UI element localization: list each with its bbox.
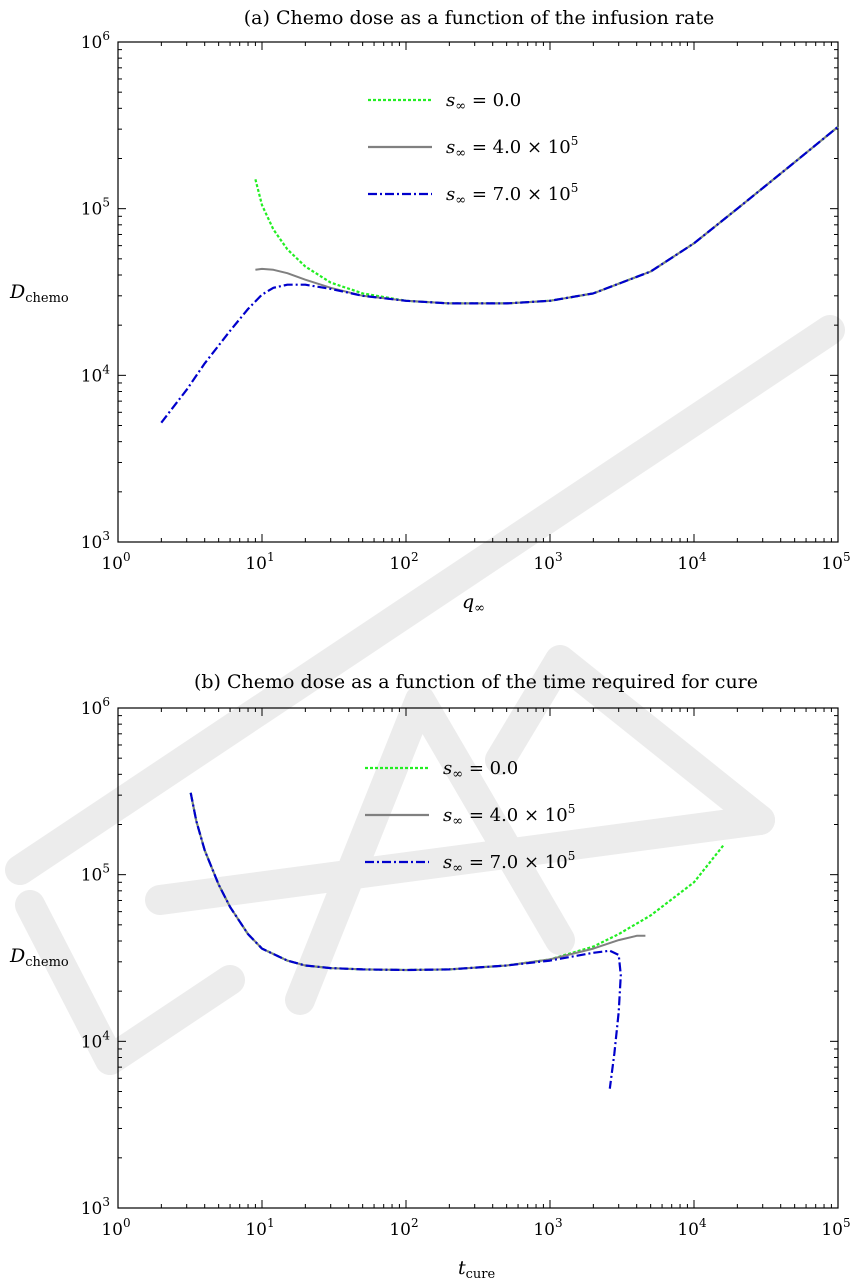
x-tick-label: 102 xyxy=(389,1216,418,1240)
x-axis-label-b: tcure xyxy=(458,1257,496,1282)
svg-text:tcure: tcure xyxy=(458,1257,496,1282)
legend-b: s∞ = 0.0 s∞ = 4.0 × 105 s∞ = 7.0 × 105 xyxy=(365,758,575,876)
y-tick-label: 105 xyxy=(81,862,110,886)
y-tick-label: 106 xyxy=(81,29,110,53)
plot-frame-b xyxy=(117,707,839,1209)
y-tick-label: 105 xyxy=(81,196,110,220)
axis-ticks-a xyxy=(117,41,839,543)
legend-label-3: s∞ = 7.0 × 105 xyxy=(446,181,578,208)
series-line-3 xyxy=(160,125,839,424)
series-line-3 xyxy=(189,792,622,1089)
y-axis-label-a: Dchemo xyxy=(9,281,69,306)
legend-label-2: s∞ = 4.0 × 105 xyxy=(446,134,578,161)
y-axis-label-main-b: D xyxy=(9,945,25,967)
y-tick-label: 103 xyxy=(81,529,110,553)
y-tick-label: 104 xyxy=(81,362,111,386)
data-lines-b xyxy=(189,792,725,1089)
y-tick-labels-a: 103 104 105 106 xyxy=(81,29,111,553)
data-lines-a xyxy=(160,125,839,424)
x-axis-label-sub-a: ∞ xyxy=(474,601,485,616)
x-tick-label: 100 xyxy=(101,550,130,574)
x-tick-label: 105 xyxy=(821,1216,850,1240)
x-axis-label-sub-b: cure xyxy=(466,1267,496,1282)
x-tick-label: 101 xyxy=(245,1216,274,1240)
x-tick-labels-a: 100 101 102 103 104 105 xyxy=(101,550,850,574)
y-tick-label: 104 xyxy=(81,1028,111,1052)
y-tick-label: 103 xyxy=(81,1195,110,1219)
panel-a: (a) Chemo dose as a function of the infu… xyxy=(9,7,851,616)
y-axis-label-sub-a: chemo xyxy=(25,291,69,306)
y-axis-label-main-a: D xyxy=(9,281,25,303)
x-tick-label: 103 xyxy=(533,1216,562,1240)
y-tick-label: 106 xyxy=(81,695,110,719)
panel-b: (b) Chemo dose as a function of the time… xyxy=(9,671,851,1282)
x-tick-label: 101 xyxy=(245,550,274,574)
x-tick-label: 103 xyxy=(533,550,562,574)
draft-watermark xyxy=(5,315,845,1075)
plot-frame-a xyxy=(117,41,839,543)
x-tick-label: 102 xyxy=(389,550,418,574)
chart-title-a: (a) Chemo dose as a function of the infu… xyxy=(244,7,714,29)
x-tick-label: 100 xyxy=(101,1216,130,1240)
x-axis-label-main-b: t xyxy=(458,1257,466,1279)
x-tick-label: 104 xyxy=(677,1216,707,1240)
legend-a: s∞ = 0.0 s∞ = 4.0 × 105 s∞ = 7.0 × 105 xyxy=(368,90,578,208)
svg-text:q∞: q∞ xyxy=(462,591,485,616)
x-tick-labels-b: 100 101 102 103 104 105 xyxy=(101,1216,850,1240)
x-axis-label-main-a: q xyxy=(462,591,474,613)
axis-ticks-b xyxy=(117,707,839,1209)
svg-text:Dchemo: Dchemo xyxy=(9,945,69,970)
legend-label-2: s∞ = 4.0 × 105 xyxy=(443,802,575,829)
chart-title-b: (b) Chemo dose as a function of the time… xyxy=(194,671,758,693)
x-tick-label: 104 xyxy=(677,550,707,574)
y-axis-label-b: Dchemo xyxy=(9,945,69,970)
legend-label-1: s∞ = 0.0 xyxy=(446,90,521,114)
x-axis-label-a: q∞ xyxy=(462,591,485,616)
x-tick-label: 105 xyxy=(821,550,850,574)
svg-text:Dchemo: Dchemo xyxy=(9,281,69,306)
legend-label-1: s∞ = 0.0 xyxy=(443,758,518,782)
legend-label-3: s∞ = 7.0 × 105 xyxy=(443,849,575,876)
y-tick-labels-b: 103 104 105 106 xyxy=(81,695,111,1219)
y-axis-label-sub-b: chemo xyxy=(25,955,69,970)
